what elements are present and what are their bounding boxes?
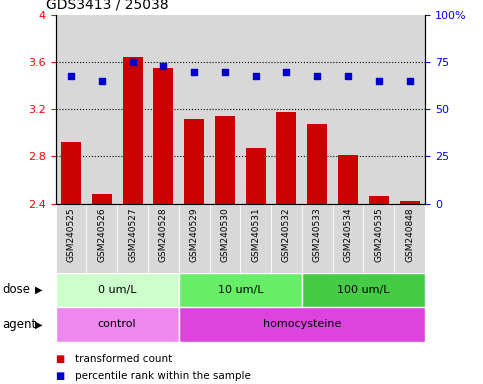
Bar	[246, 148, 266, 204]
Point	[221, 69, 229, 75]
Bar	[184, 119, 204, 204]
Text: dose: dose	[2, 283, 30, 296]
Text: GSM240848: GSM240848	[405, 207, 414, 262]
Text: ▶: ▶	[35, 285, 43, 295]
Bar	[123, 56, 142, 204]
Text: 100 um/L: 100 um/L	[337, 285, 390, 295]
Bar	[276, 112, 297, 204]
Bar	[364, 15, 394, 204]
Bar	[302, 15, 333, 204]
Text: GSM240534: GSM240534	[343, 207, 353, 262]
Text: GSM240533: GSM240533	[313, 207, 322, 262]
Bar	[210, 15, 240, 204]
Text: 10 um/L: 10 um/L	[217, 285, 263, 295]
Bar	[369, 197, 389, 204]
Bar	[240, 204, 271, 273]
Point	[190, 69, 198, 75]
Text: homocysteine: homocysteine	[263, 319, 341, 329]
Text: agent: agent	[2, 318, 37, 331]
Text: ▶: ▶	[35, 319, 43, 329]
Bar	[338, 155, 358, 204]
Bar	[271, 204, 302, 273]
Text: 0 um/L: 0 um/L	[98, 285, 136, 295]
Bar	[92, 194, 112, 204]
Point	[344, 73, 352, 79]
Bar	[61, 142, 81, 204]
Text: ■: ■	[56, 354, 65, 364]
Bar	[364, 204, 394, 273]
Bar	[117, 15, 148, 204]
Bar	[148, 204, 179, 273]
Bar	[179, 273, 302, 307]
Bar	[210, 204, 240, 273]
Bar	[117, 204, 148, 273]
Bar	[302, 273, 425, 307]
Bar	[148, 15, 179, 204]
Text: control: control	[98, 319, 136, 329]
Text: ■: ■	[56, 371, 65, 381]
Bar	[56, 273, 179, 307]
Bar	[271, 15, 302, 204]
Point	[283, 69, 290, 75]
Point	[159, 63, 167, 69]
Bar	[179, 204, 210, 273]
Text: GSM240530: GSM240530	[220, 207, 229, 262]
Bar	[153, 68, 173, 204]
Bar	[56, 307, 179, 342]
Text: GSM240525: GSM240525	[67, 207, 75, 262]
Bar	[240, 15, 271, 204]
Bar	[86, 204, 117, 273]
Point	[375, 78, 383, 84]
Point	[67, 73, 75, 79]
Text: GSM240526: GSM240526	[97, 207, 106, 262]
Point	[252, 73, 259, 79]
Point	[406, 78, 413, 84]
Text: GSM240528: GSM240528	[159, 207, 168, 262]
Bar	[215, 116, 235, 204]
Bar	[394, 15, 425, 204]
Text: GSM240532: GSM240532	[282, 207, 291, 262]
Text: GSM240531: GSM240531	[251, 207, 260, 262]
Bar	[179, 307, 425, 342]
Bar	[56, 204, 86, 273]
Bar	[179, 15, 210, 204]
Text: GSM240529: GSM240529	[190, 207, 199, 262]
Bar	[56, 15, 86, 204]
Point	[98, 78, 106, 84]
Bar	[394, 204, 425, 273]
Point	[313, 73, 321, 79]
Bar	[333, 15, 364, 204]
Text: percentile rank within the sample: percentile rank within the sample	[75, 371, 251, 381]
Bar	[399, 201, 420, 204]
Text: transformed count: transformed count	[75, 354, 172, 364]
Text: GDS3413 / 25038: GDS3413 / 25038	[46, 0, 169, 12]
Text: GSM240535: GSM240535	[374, 207, 384, 262]
Bar	[302, 204, 333, 273]
Bar	[307, 124, 327, 204]
Text: GSM240527: GSM240527	[128, 207, 137, 262]
Bar	[333, 204, 364, 273]
Point	[128, 59, 136, 65]
Bar	[86, 15, 117, 204]
